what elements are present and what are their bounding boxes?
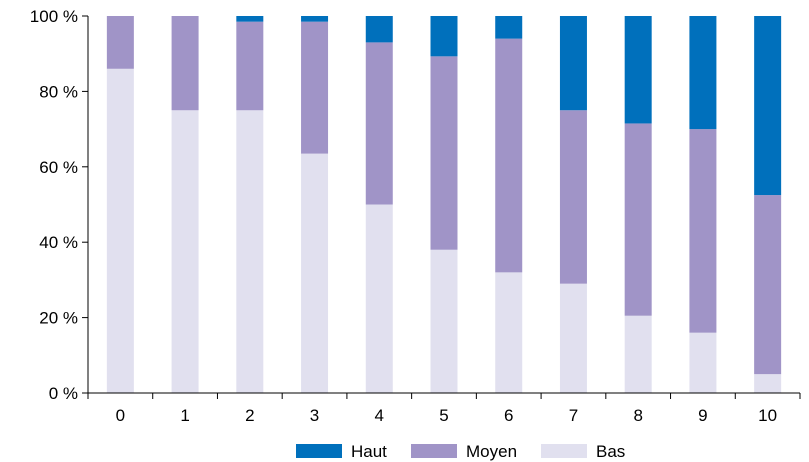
bar-segment-moyen-2 [236,21,264,111]
bar-segment-haut-7 [559,16,587,111]
y-tick-label: 80 % [39,82,78,101]
x-tick-label: 7 [569,406,578,425]
x-tick-label: 8 [633,406,642,425]
x-tick-label: 5 [439,406,448,425]
x-tick-label: 1 [180,406,189,425]
bar-segment-bas-8 [624,315,652,393]
legend-swatch-bas [541,444,587,458]
bar-segment-bas-5 [430,249,458,393]
legend: Haut Moyen Bas [296,442,625,461]
bars-group [106,16,782,393]
bar-segment-bas-6 [495,272,523,393]
bar-segment-moyen-5 [430,56,458,250]
bar-segment-moyen-1 [171,16,199,111]
bar-segment-moyen-3 [301,21,329,154]
y-tick-label: 0 % [49,384,78,403]
y-tick-label: 40 % [39,233,78,252]
x-tick-label: 0 [116,406,125,425]
legend-label-haut: Haut [351,442,387,461]
bar-segment-haut-4 [365,16,393,43]
bar-segment-moyen-7 [559,110,587,284]
bar-segment-moyen-8 [624,123,652,316]
bar-segment-bas-1 [171,110,199,393]
bar-segment-bas-0 [106,68,134,393]
bar-segment-haut-9 [689,16,717,130]
legend-label-moyen: Moyen [466,442,517,461]
y-tick-label: 60 % [39,158,78,177]
bar-segment-bas-9 [689,332,717,393]
legend-label-bas: Bas [596,442,625,461]
x-tick-label: 6 [504,406,513,425]
bar-segment-haut-2 [236,16,264,22]
bar-segment-bas-7 [559,283,587,393]
x-tick-label: 3 [310,406,319,425]
bar-segment-bas-10 [754,374,782,393]
y-tick-label: 20 % [39,309,78,328]
bar-segment-moyen-4 [365,42,393,205]
bar-segment-haut-6 [495,16,523,39]
bar-segment-moyen-6 [495,38,523,273]
x-tick-label: 2 [245,406,254,425]
x-tick-label: 4 [375,406,384,425]
legend-swatch-moyen [411,444,457,458]
legend-swatch-haut [296,444,342,458]
bar-segment-bas-4 [365,204,393,393]
x-tick-label: 10 [758,406,777,425]
x-tick-label: 9 [698,406,707,425]
bar-segment-bas-2 [236,110,264,393]
y-tick-label: 100 % [30,7,78,26]
bar-segment-moyen-10 [754,195,782,375]
bar-segment-haut-5 [430,16,458,57]
bar-segment-haut-8 [624,16,652,124]
bar-segment-moyen-9 [689,129,717,333]
bar-segment-haut-10 [754,16,782,196]
bar-segment-haut-3 [301,16,329,22]
bar-segment-bas-3 [301,153,329,393]
axes-group: 0 % 20 % 40 % 60 % 80 % 100 % 0 1 2 3 4 5 6 7 8 9 10 [30,7,801,425]
bar-segment-moyen-0 [106,16,134,69]
